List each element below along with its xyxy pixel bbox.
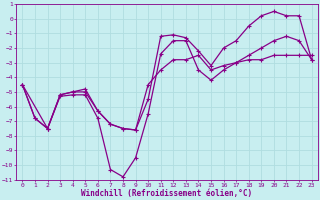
X-axis label: Windchill (Refroidissement éolien,°C): Windchill (Refroidissement éolien,°C) — [82, 189, 252, 198]
